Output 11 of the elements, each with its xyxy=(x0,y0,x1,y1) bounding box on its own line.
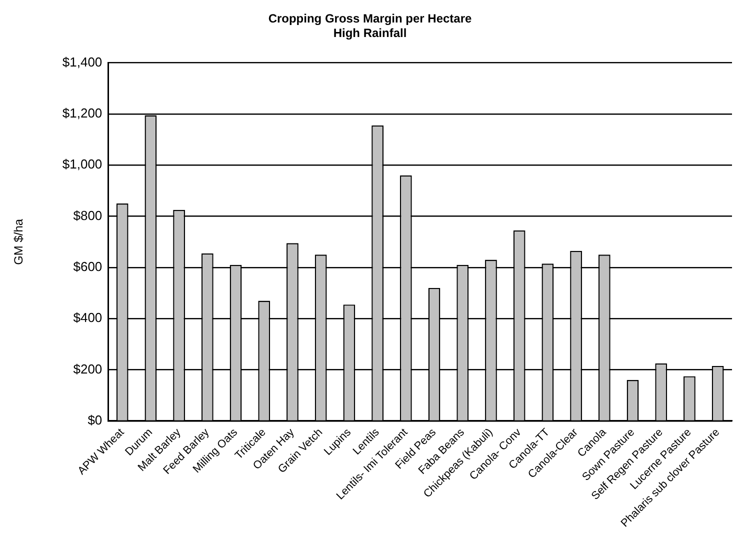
text: Cropping Gross Margin per Hectare xyxy=(268,12,472,26)
y-tick-label: $600 xyxy=(73,259,102,274)
y-tick-label: $1,000 xyxy=(62,156,102,172)
y-axis-title: GM $/ha xyxy=(12,218,26,265)
y-tick-label: $400 xyxy=(73,310,102,326)
y-tick-label: $1,400 xyxy=(62,54,102,70)
y-tick-label: $200 xyxy=(73,361,102,376)
text: High Rainfall xyxy=(333,26,407,40)
y-tick-label: $1,200 xyxy=(62,106,102,121)
y-tick-label: $800 xyxy=(73,208,102,223)
y-tick-label: $0 xyxy=(88,412,102,428)
